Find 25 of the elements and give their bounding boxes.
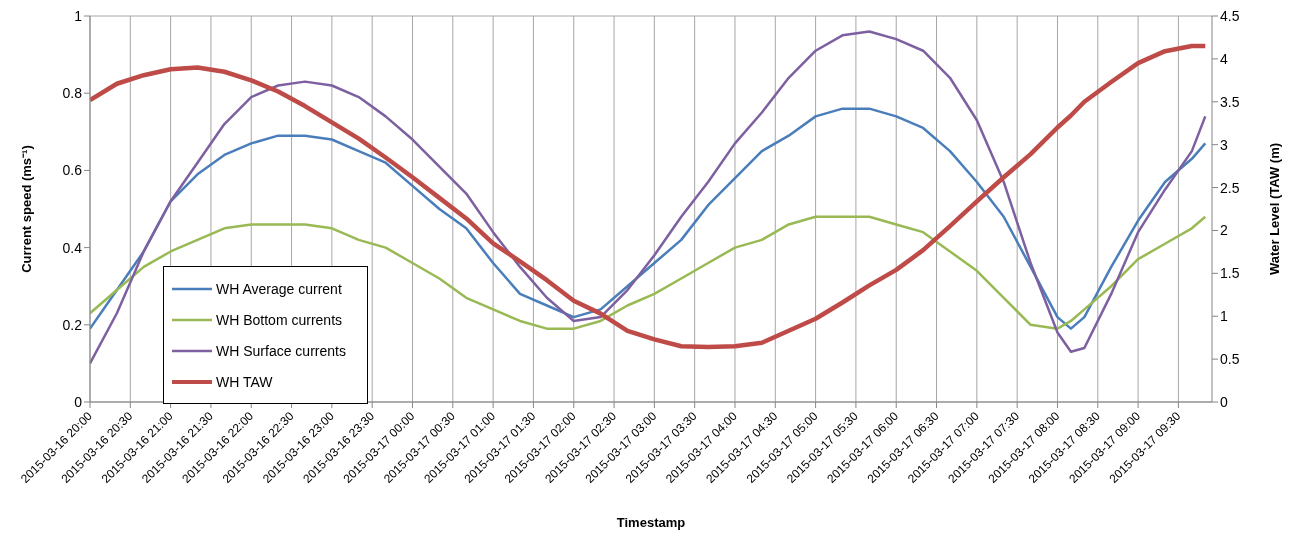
y2-tick-label: 1 [1220,308,1228,325]
line-series [90,107,1207,330]
y2-tick-label: 2 [1220,222,1228,239]
y-tick-label: 0.2 [62,316,83,333]
y2-tick-label: 0.5 [1220,351,1240,368]
x-axis-title: Timestamp [616,515,686,530]
y-axis-title: Current speed (ms⁻¹) [18,145,34,273]
y2-tick-label: 0 [1220,393,1228,410]
y2-tick-label: 1.5 [1220,265,1240,282]
y2-axis-title: Water Level (TAW (m) [1266,142,1282,276]
legend-label: WH Bottom currents [216,310,343,330]
y-tick-label: 0.8 [62,85,83,102]
y2-tick-label: 3.5 [1220,93,1240,110]
y2-tick-label: 3 [1220,136,1228,153]
legend-label: WH TAW [216,372,273,392]
y-tick-label: 0 [74,393,83,410]
y2-tick-label: 4.5 [1220,7,1240,24]
y-tick-label: 1 [74,7,83,24]
y-tick-label: 0.4 [62,239,83,256]
line-series [90,215,1207,330]
legend-label: WH Surface currents [216,341,346,361]
y2-tick-label: 4 [1220,50,1228,67]
y-tick-label: 0.6 [62,162,83,179]
legend-label: WH Average current [216,279,342,299]
y2-tick-label: 2.5 [1220,179,1240,196]
